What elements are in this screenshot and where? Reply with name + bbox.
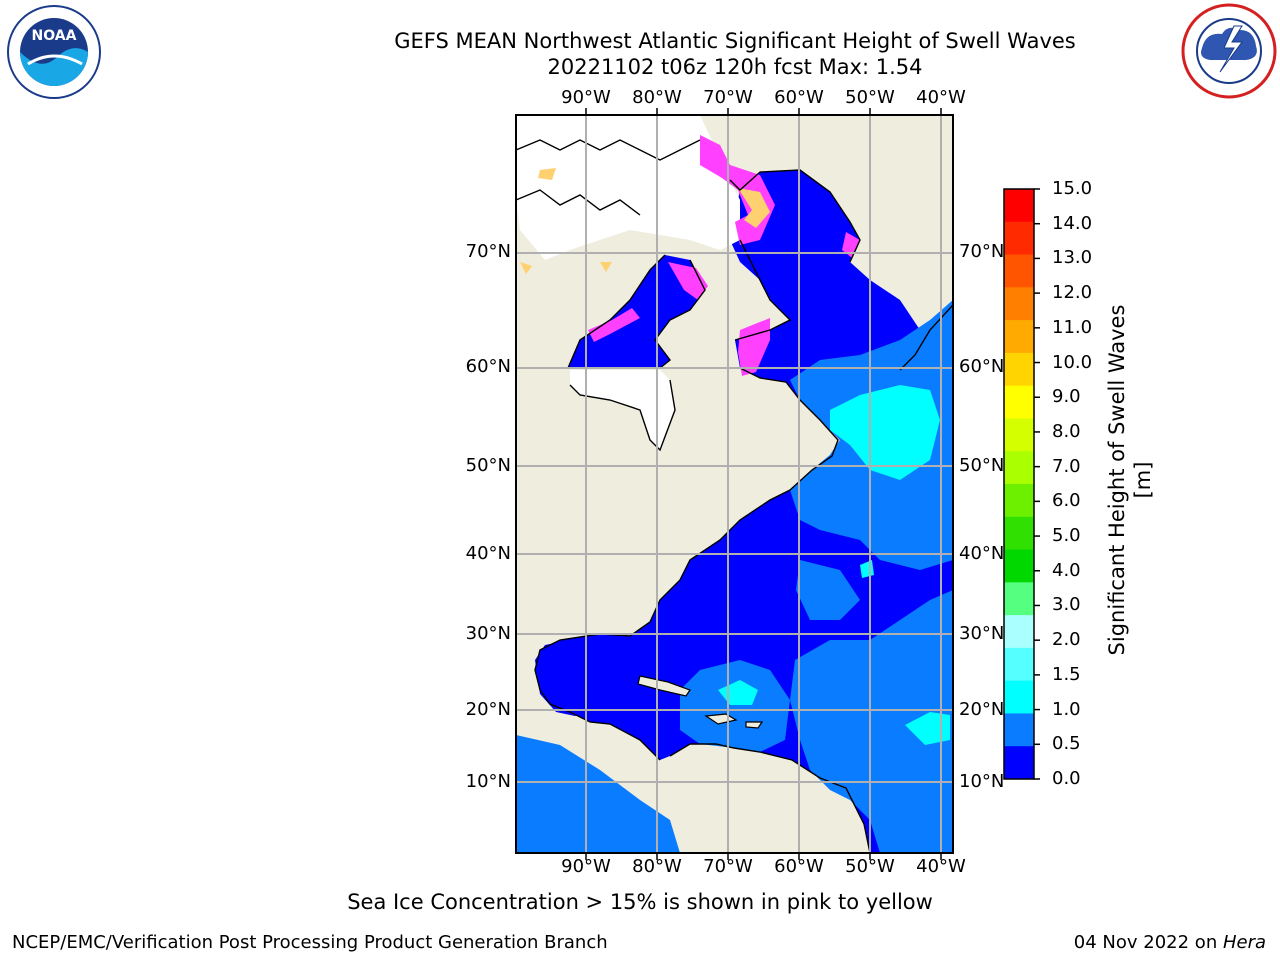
noaa-logo: NOAA (7, 5, 101, 99)
colorbar-segment (1004, 680, 1034, 714)
lat-tick-right: 70°N (959, 241, 1005, 262)
colorbar-tick-label: 6.0 (1052, 490, 1081, 512)
colorbar-segment (1004, 451, 1034, 485)
colorbar-tick-label: 1.5 (1052, 663, 1081, 685)
colorbar-segment (1004, 647, 1034, 682)
colorbar-tick-label: 7.0 (1052, 455, 1081, 477)
graticule (516, 115, 953, 853)
colorbar-tick-label: 1.0 (1052, 698, 1081, 720)
colorbar-segment (1004, 320, 1034, 354)
colorbar-segment (1004, 385, 1034, 419)
colorbar-tick-label: 3.0 (1052, 594, 1081, 616)
map-title: GEFS MEAN Northwest Atlantic Significant… (394, 29, 1076, 53)
james-bay-white (570, 370, 675, 450)
mid-swell-subtropic (796, 560, 860, 620)
mid-swell-caribbean (680, 660, 790, 752)
colorbar-segment (1004, 484, 1034, 518)
colorbar-segment (1004, 713, 1034, 747)
lat-tick-left: 40°N (465, 543, 511, 564)
lat-tick-right: 50°N (959, 455, 1005, 476)
lon-tick-bottom: 40°W (916, 856, 966, 877)
mid-swell-pacific (516, 735, 680, 853)
lat-tick-right: 40°N (959, 543, 1005, 564)
nws-logo (1181, 3, 1277, 99)
lat-tick-left: 10°N (465, 771, 511, 792)
colorbar-tick-label: 4.0 (1052, 559, 1081, 581)
sea-ice-note: Sea Ice Concentration > 15% is shown in … (347, 890, 933, 914)
colorbar-segment (1004, 221, 1034, 256)
lat-tick-right: 60°N (959, 356, 1005, 377)
lon-tick-bottom: 90°W (561, 856, 611, 877)
colorbar-tick-label: 15.0 (1052, 178, 1093, 199)
tick-marks (585, 108, 942, 860)
lat-tick-right: 10°N (959, 771, 1005, 792)
colorbar-segment (1004, 516, 1034, 551)
lon-tick-top: 40°W (916, 87, 966, 108)
lon-tick-bottom: 70°W (703, 856, 753, 877)
high-swell-north (830, 385, 940, 480)
lon-tick-top: 80°W (632, 87, 682, 108)
colorbar-tick-label: 10.0 (1052, 351, 1093, 373)
colorbar-tick-label: 0.0 (1052, 768, 1081, 789)
colorbar-label: Significant Height of Swell Waves [m] (1105, 304, 1155, 656)
map-subtitle: 20221102 t06z 120h fcst Max: 1.54 (547, 55, 923, 79)
sea-ice-baffin-yellow (738, 188, 770, 228)
arctic-no-data (516, 115, 740, 260)
lat-tick-left: 20°N (465, 699, 511, 720)
caribbean-islands (637, 675, 764, 729)
colorbar-tick-label: 14.0 (1052, 212, 1093, 234)
lon-tick-top: 60°W (774, 87, 824, 108)
lat-tick-left: 70°N (465, 241, 511, 262)
colorbar-segment (1004, 746, 1034, 780)
colorbar-tick-label: 13.0 (1052, 247, 1093, 269)
lat-tick-right: 20°N (959, 699, 1005, 720)
colorbar-tick-label: 0.5 (1052, 733, 1081, 755)
colorbar-segment (1004, 549, 1034, 583)
colorbar-segment (1004, 254, 1034, 288)
lon-tick-bottom: 50°W (845, 856, 895, 877)
footer-credit: NCEP/EMC/Verification Post Processing Pr… (12, 932, 608, 953)
coastlines (516, 139, 953, 853)
lat-tick-left: 60°N (465, 356, 511, 377)
footer-date-text: 04 Nov 2022 on (1073, 932, 1223, 953)
gulf-of-mexico (535, 635, 645, 716)
map-frame (515, 114, 954, 854)
colorbar-tick-label: 8.0 (1052, 420, 1081, 442)
colorbar-tick-label: 5.0 (1052, 525, 1081, 547)
colorbar-segment (1004, 189, 1034, 223)
hudson-bay (568, 255, 705, 368)
colorbar-segment (1004, 352, 1034, 387)
colorbar-segment (1004, 615, 1034, 649)
colorbar-segment (1004, 287, 1034, 321)
sea-ice-arctic-yellow (520, 168, 612, 274)
colorbar-tick-label: 2.0 (1052, 629, 1081, 651)
lat-tick-left: 30°N (465, 623, 511, 644)
lat-tick-right: 30°N (959, 623, 1005, 644)
lon-tick-bottom: 60°W (774, 856, 824, 877)
lon-tick-top: 70°W (703, 87, 753, 108)
footer-machine: Hera (1222, 932, 1266, 953)
footer-date: 04 Nov 2022 on Hera (1074, 932, 1266, 953)
colorbar-tick-label: 12.0 (1052, 282, 1093, 304)
lon-tick-top: 90°W (561, 87, 611, 108)
colorbar-segment (1004, 582, 1034, 616)
colorbar-frame (1003, 188, 1035, 780)
colorbar-segment (1004, 418, 1034, 452)
noaa-logo-text: NOAA (32, 28, 77, 44)
lon-tick-top: 50°W (845, 87, 895, 108)
colorbar (1003, 188, 1040, 780)
colorbar-tick-label: 11.0 (1052, 316, 1093, 338)
high-swell-south (905, 712, 950, 745)
colorbar-tick-label: 9.0 (1052, 386, 1081, 408)
mid-swell-south (790, 590, 953, 853)
lon-tick-bottom: 80°W (632, 856, 682, 877)
lat-tick-left: 50°N (465, 455, 511, 476)
